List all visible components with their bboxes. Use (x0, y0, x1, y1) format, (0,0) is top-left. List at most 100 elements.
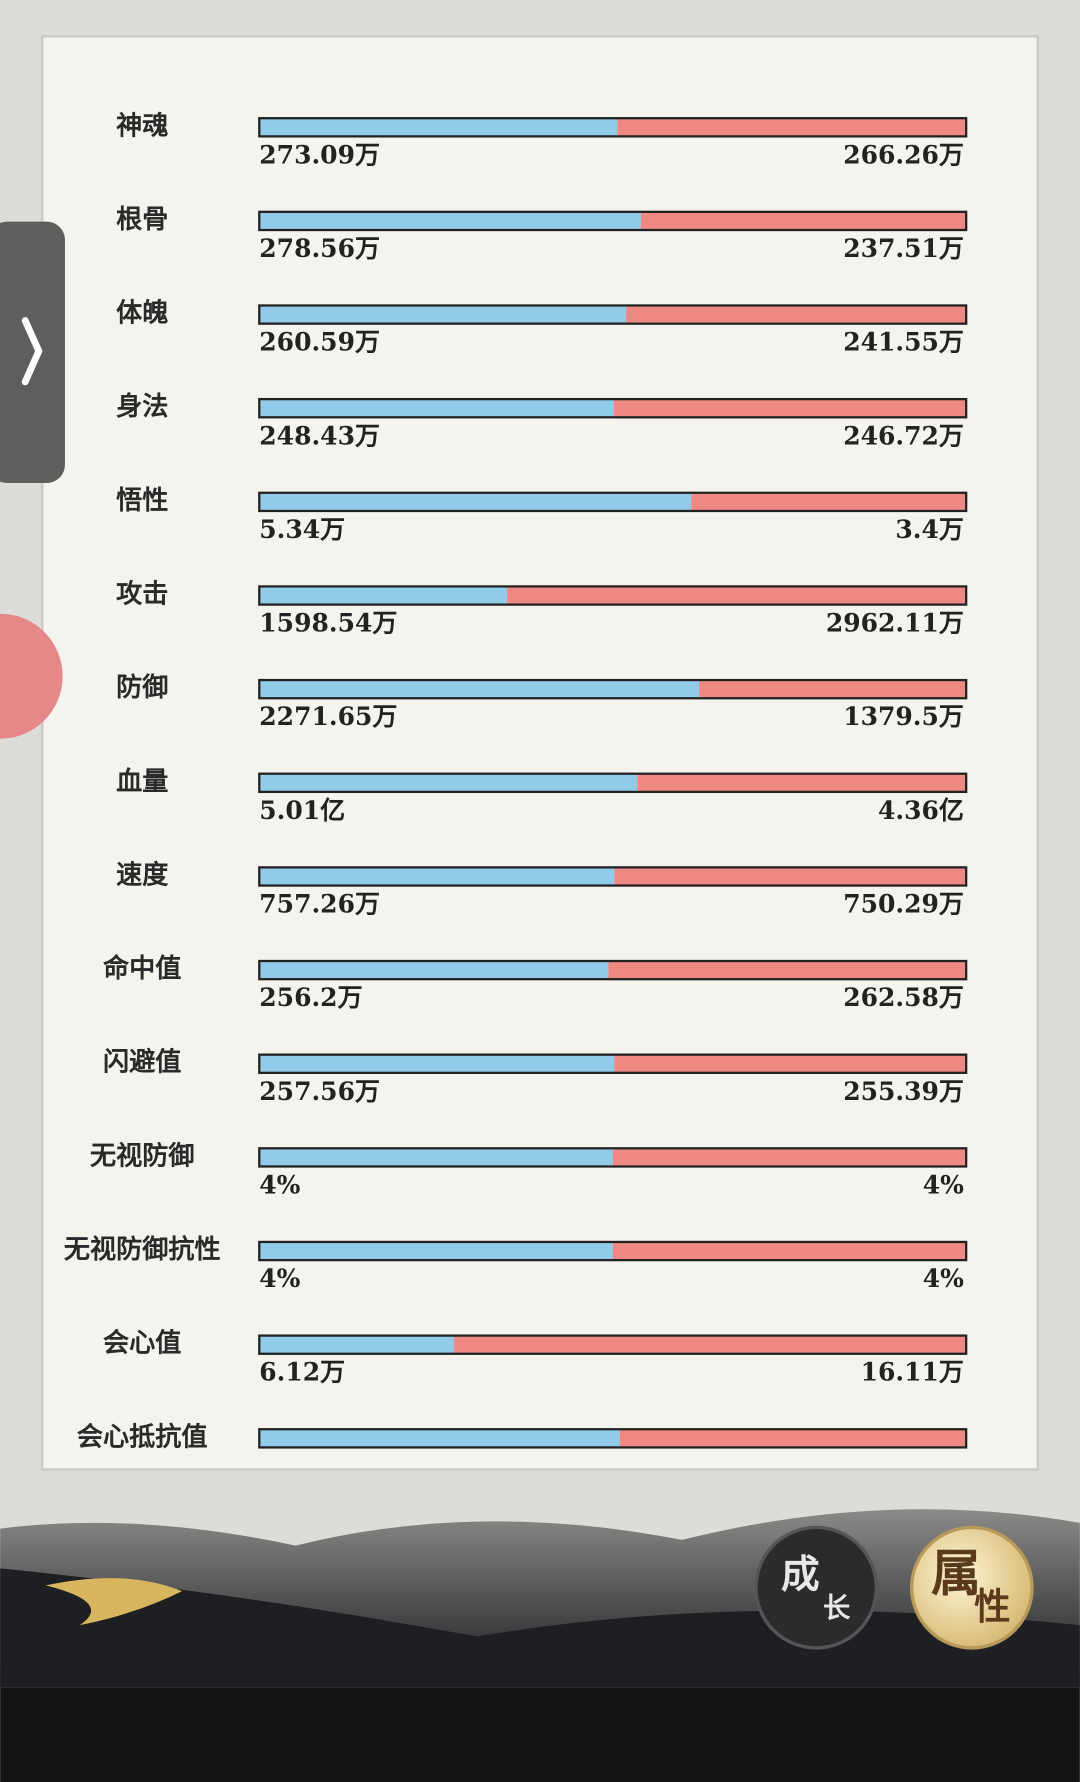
stat-label: 防御 (116, 672, 168, 703)
growth-button[interactable] (754, 1525, 879, 1650)
right-value: 4% (923, 1264, 964, 1293)
left-bar (259, 305, 627, 324)
bar-frame (258, 1334, 968, 1355)
bar-frame (258, 304, 968, 325)
bar-frame (258, 1428, 968, 1449)
right-value: 4% (923, 1170, 964, 1199)
bottom-bar (0, 1687, 1080, 1782)
left-value: 256.2万 (259, 983, 362, 1012)
right-value: 3.4万 (895, 515, 964, 544)
bar-frame (258, 1240, 968, 1262)
left-bar (259, 1335, 454, 1354)
stat-label: 身法 (116, 391, 168, 422)
stat-label: 会心值 (103, 1328, 181, 1359)
right-bar (614, 867, 967, 886)
bar-frame (258, 1147, 968, 1168)
right-bar (626, 305, 967, 324)
stat-label: 血量 (116, 766, 168, 797)
right-value: 241.55万 (843, 328, 964, 357)
right-value: 246.72万 (843, 421, 964, 450)
left-value: 1598.54万 (259, 609, 397, 638)
stat-label: 悟性 (116, 485, 168, 516)
left-value: 5.01亿 (259, 796, 345, 825)
left-bar (259, 118, 618, 137)
attribute-button[interactable] (909, 1525, 1034, 1650)
left-value: 6.12万 (259, 1358, 345, 1387)
left-value: 4% (259, 1264, 300, 1293)
mountains-front (0, 1568, 1080, 1688)
right-value: 266.26万 (843, 140, 964, 169)
left-bar (259, 586, 508, 605)
right-bar (614, 1054, 967, 1073)
left-value: 4% (259, 1170, 300, 1199)
right-value: 2962.11万 (826, 609, 964, 638)
right-value: 4.36亿 (878, 796, 964, 825)
left-bar (259, 1429, 620, 1448)
right-value: 1379.5万 (843, 702, 964, 731)
right-value: 237.51万 (843, 234, 964, 263)
left-bar (259, 211, 641, 231)
right-bar (613, 399, 967, 418)
right-value: 262.58万 (843, 983, 964, 1012)
right-value: 255.39万 (843, 1077, 964, 1106)
left-value: 5.34万 (259, 515, 345, 544)
chevron-icon (21, 317, 43, 386)
right-bar (608, 961, 967, 980)
left-bar (259, 1241, 613, 1261)
button-char: 长 (823, 1592, 851, 1624)
right-bar (612, 1148, 967, 1167)
right-bar (617, 118, 967, 137)
left-value: 273.09万 (259, 140, 380, 169)
button-char: 成 (781, 1552, 820, 1597)
panel (41, 35, 1039, 1471)
bar-frame (258, 397, 968, 419)
stat-label: 攻击 (116, 579, 168, 610)
stat-label: 无视防御抗性 (64, 1234, 221, 1265)
right-bar (691, 492, 967, 511)
bar-frame (258, 117, 968, 138)
stat-label: 根骨 (116, 204, 168, 235)
left-bar (259, 773, 638, 792)
button-char: 性 (974, 1585, 1010, 1628)
right-bar (453, 1335, 967, 1354)
gold-decoration (45, 1578, 183, 1626)
right-bar (507, 586, 967, 605)
left-bar (259, 680, 700, 699)
bar-frame (258, 772, 968, 794)
bar-frame (258, 678, 968, 700)
buttons: 成长 属性 (781, 1543, 1011, 1627)
right-bar (640, 211, 967, 231)
right-value: 16.11万 (861, 1358, 964, 1387)
side-button[interactable] (0, 613, 63, 739)
right-bar (612, 1241, 967, 1261)
left-bar (259, 1054, 615, 1073)
left-bar (259, 1148, 613, 1167)
bar-frame (258, 866, 968, 887)
right-bar (619, 1429, 967, 1448)
stat-label: 无视防御 (90, 1140, 195, 1171)
right-value: 750.29万 (843, 890, 964, 919)
bar-frame (258, 210, 968, 232)
bar-frame (258, 585, 968, 606)
stat-label: 会心抵抗值 (77, 1421, 208, 1452)
stat-label: 速度 (116, 859, 169, 890)
bar-frame (258, 1053, 968, 1074)
left-value: 2271.65万 (259, 702, 397, 731)
left-value: 278.56万 (259, 234, 380, 263)
right-bar (637, 773, 967, 792)
left-bar (259, 961, 609, 980)
left-value: 257.56万 (259, 1077, 380, 1106)
left-bar (259, 399, 614, 418)
stat-label: 神魂 (116, 110, 168, 141)
stat-label: 命中值 (103, 953, 181, 984)
stat-label: 体魄 (116, 298, 168, 329)
side-tab[interactable] (0, 221, 65, 483)
left-value: 248.43万 (259, 421, 380, 450)
bar-frame (258, 491, 968, 513)
stat-label: 闪避值 (103, 1047, 181, 1078)
button-char: 属 (931, 1543, 981, 1602)
left-bar (259, 867, 615, 886)
